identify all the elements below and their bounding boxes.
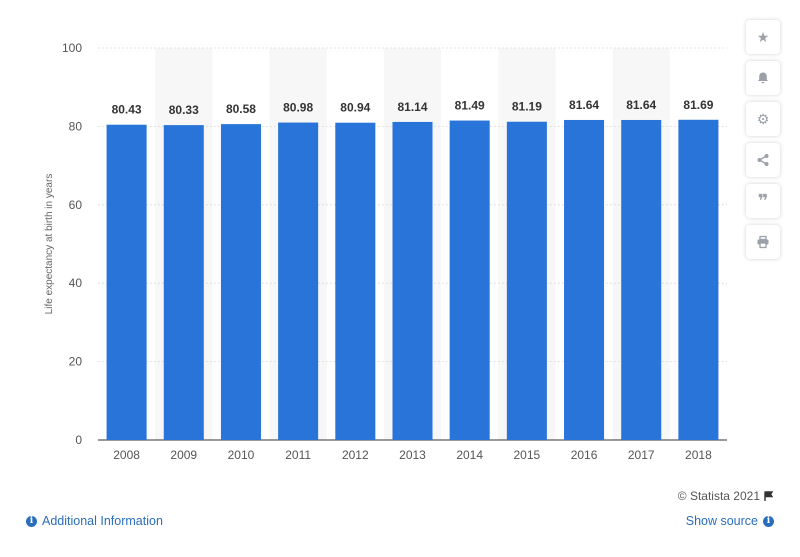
x-tick-label: 2017 [628, 448, 655, 462]
value-label: 81.64 [626, 98, 656, 112]
star-icon[interactable]: ★ [746, 20, 780, 54]
x-tick-label: 2012 [342, 448, 369, 462]
info-icon: i [763, 515, 774, 527]
share-icon[interactable] [746, 143, 780, 177]
gear-icon[interactable]: ⚙ [746, 102, 780, 136]
x-tick-label: 2010 [228, 448, 255, 462]
value-label: 80.58 [226, 102, 256, 116]
y-tick-label: 40 [69, 276, 83, 290]
y-axis-label: Life expectancy at birth in years [44, 174, 55, 315]
x-tick-labels: 2008 2009 2010 2011 2012 2013 2014 2015 2016 2017… [113, 448, 712, 462]
bar[interactable] [449, 120, 490, 440]
value-label: 81.49 [455, 99, 485, 113]
bars [106, 119, 719, 441]
show-source-link[interactable]: Show source i [686, 514, 774, 528]
bar-chart: 80.43 80.33 80.58 80.98 80.94 81.14 81.49 81.19… [44, 41, 727, 462]
bar[interactable] [564, 119, 605, 441]
flag-icon [764, 491, 774, 501]
y-tick-labels: 0 20 40 60 80 100 [62, 41, 82, 447]
y-tick-label: 0 [75, 433, 82, 447]
quote-icon[interactable]: ❞ [746, 184, 780, 218]
value-label: 80.33 [169, 103, 199, 117]
x-tick-label: 2015 [514, 448, 541, 462]
info-icon: i [26, 515, 37, 527]
value-label: 81.64 [569, 98, 599, 112]
value-label: 80.94 [340, 101, 370, 115]
x-tick-label: 2013 [399, 448, 426, 462]
x-tick-label: 2011 [285, 448, 311, 462]
credit-text: © Statista 2021 [677, 489, 760, 503]
additional-information-label: Additional Information [42, 514, 163, 528]
bar[interactable] [506, 121, 547, 440]
toolbar: ★ ⚙ ❞ [746, 20, 780, 259]
y-tick-label: 60 [69, 198, 83, 212]
bar[interactable] [678, 119, 719, 440]
bar[interactable] [106, 124, 147, 440]
value-labels: 80.43 80.33 80.58 80.98 80.94 81.14 81.49 81.19… [112, 98, 714, 117]
bar[interactable] [220, 124, 261, 440]
bar[interactable] [278, 122, 319, 440]
y-tick-label: 100 [62, 41, 82, 55]
bar[interactable] [335, 122, 376, 440]
show-source-label: Show source [685, 514, 758, 528]
bell-icon[interactable] [746, 61, 780, 95]
bar[interactable] [392, 121, 433, 440]
value-label: 81.19 [512, 100, 542, 114]
additional-information-link[interactable]: i Additional Information [26, 514, 163, 528]
value-label: 81.69 [683, 98, 713, 112]
value-label: 81.14 [397, 100, 427, 114]
x-tick-label: 2009 [170, 448, 197, 462]
y-tick-label: 20 [69, 355, 83, 369]
bar[interactable] [621, 119, 662, 441]
x-tick-label: 2016 [571, 448, 598, 462]
y-tick-label: 80 [69, 119, 83, 133]
value-label: 80.43 [112, 103, 142, 117]
x-tick-label: 2018 [685, 448, 712, 462]
bar[interactable] [163, 125, 204, 441]
x-tick-label: 2014 [456, 448, 483, 462]
x-tick-label: 2008 [113, 448, 140, 462]
print-icon[interactable] [746, 225, 780, 259]
statista-credit[interactable]: © Statista 2021 [678, 489, 774, 503]
value-label: 80.98 [283, 101, 313, 115]
